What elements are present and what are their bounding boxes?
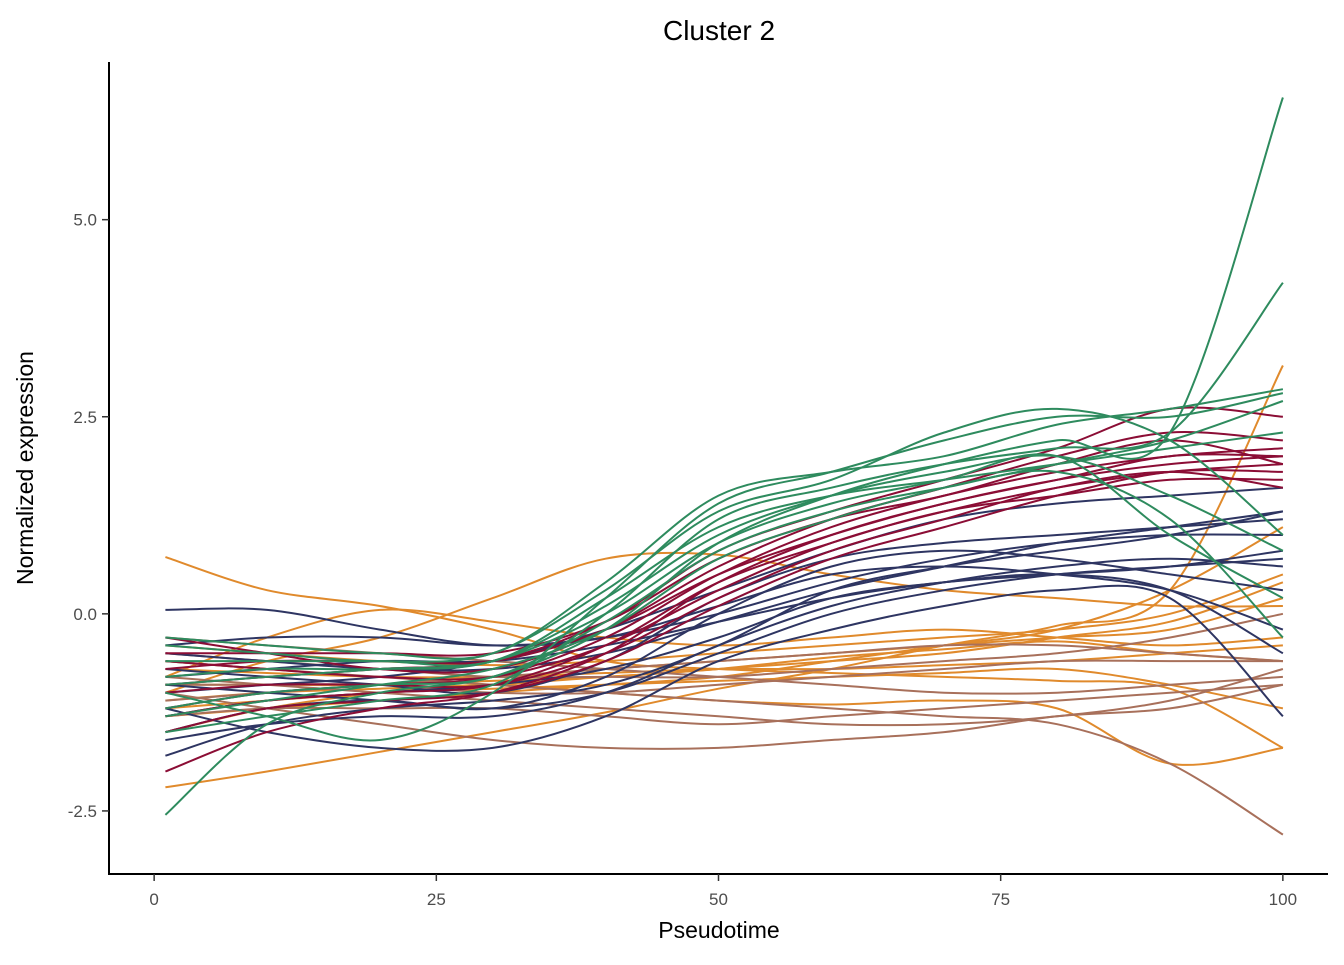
y-axis-ticks: -2.5 0.0 2.5 5.0: [68, 211, 109, 821]
x-tick-label: 50: [709, 890, 728, 909]
series-line-group4-7: [165, 407, 1284, 663]
series-line-group0-1: [165, 365, 1284, 789]
series-line-group4-4: [165, 454, 1284, 678]
y-tick-label: 5.0: [73, 211, 97, 230]
series-line-group0-3: [165, 551, 1283, 694]
series-line-group4-2: [165, 392, 1284, 742]
series-line-group2-9: [165, 533, 1283, 647]
series-line-group3-2: [165, 463, 1283, 681]
series-line-group1-3: [165, 683, 1283, 726]
x-tick-label: 100: [1269, 890, 1297, 909]
x-tick-label: 0: [149, 890, 158, 909]
chart-title: Cluster 2: [663, 15, 775, 46]
series-line-group3-4: [165, 469, 1283, 734]
series-line-group4-6: [165, 431, 1284, 667]
y-axis-title: Normalized expression: [12, 351, 38, 585]
series-line-group4-8: [165, 453, 1284, 686]
series-line-group2-3: [165, 584, 1284, 752]
x-tick-label: 75: [991, 890, 1010, 909]
series-line-group4-1: [165, 282, 1284, 734]
series-line-group2-11: [165, 549, 1284, 678]
series-line-group1-1: [165, 683, 1284, 750]
series-line-group4-3: [165, 388, 1284, 660]
x-axis-title: Pseudotime: [658, 917, 779, 943]
x-axis-ticks: 0 25 50 75 100: [149, 874, 1297, 909]
series-layer: [164, 97, 1284, 836]
y-tick-label: 2.5: [73, 408, 97, 427]
x-tick-label: 25: [427, 890, 446, 909]
y-tick-label: -2.5: [68, 802, 97, 821]
series-line-group3-8: [165, 477, 1283, 718]
series-line-group2-10: [165, 557, 1283, 741]
y-tick-label: 0.0: [73, 605, 97, 624]
series-line-group4-9: [165, 400, 1284, 718]
series-line-group3-6: [165, 470, 1284, 694]
